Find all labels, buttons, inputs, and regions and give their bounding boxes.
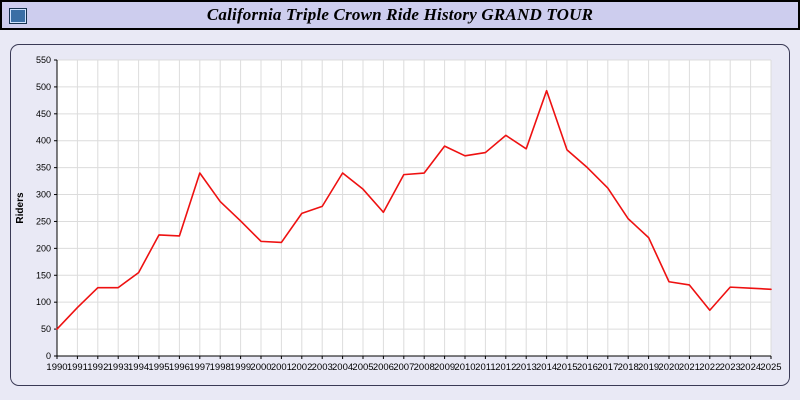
svg-text:2025: 2025 (760, 362, 781, 373)
svg-text:2010: 2010 (454, 362, 475, 373)
svg-text:1995: 1995 (148, 362, 169, 373)
svg-text:0: 0 (46, 351, 51, 361)
svg-text:1999: 1999 (230, 362, 251, 373)
svg-text:2002: 2002 (291, 362, 312, 373)
svg-text:400: 400 (36, 136, 51, 146)
svg-text:2003: 2003 (312, 362, 333, 373)
svg-text:1997: 1997 (189, 362, 210, 373)
svg-text:Riders: Riders (15, 192, 26, 224)
svg-text:200: 200 (36, 243, 51, 253)
svg-text:1998: 1998 (210, 362, 231, 373)
chart-panel: 1990 1991 1992 1993 1994 1995 1996 1997 1998 1999… (10, 44, 790, 386)
svg-text:50: 50 (41, 324, 51, 334)
svg-text:2014: 2014 (536, 362, 557, 373)
svg-text:1993: 1993 (108, 362, 129, 373)
svg-text:450: 450 (36, 109, 51, 119)
svg-text:1994: 1994 (128, 362, 149, 373)
svg-text:2024: 2024 (740, 362, 761, 373)
svg-text:250: 250 (36, 216, 51, 226)
svg-text:2011: 2011 (475, 362, 495, 373)
svg-text:1990: 1990 (46, 362, 67, 373)
app-window-icon (9, 8, 27, 24)
page-title: California Triple Crown Ride History GRA… (206, 5, 594, 24)
svg-text:2018: 2018 (618, 362, 639, 373)
svg-text:2012: 2012 (495, 362, 516, 373)
svg-text:2009: 2009 (434, 362, 455, 373)
svg-text:350: 350 (36, 163, 51, 173)
svg-text:2017: 2017 (597, 362, 618, 373)
svg-text:2005: 2005 (352, 362, 373, 373)
title-bar: California Triple Crown Ride History GRA… (0, 0, 800, 30)
svg-text:2000: 2000 (250, 362, 271, 373)
svg-text:2015: 2015 (556, 362, 577, 373)
svg-text:2006: 2006 (373, 362, 394, 373)
svg-text:550: 550 (36, 55, 51, 65)
svg-text:2004: 2004 (332, 362, 353, 373)
ride-history-line-chart: 1990 1991 1992 1993 1994 1995 1996 1997 1998 1999… (15, 55, 782, 373)
svg-text:150: 150 (36, 270, 51, 280)
svg-text:2022: 2022 (699, 362, 720, 373)
svg-text:2023: 2023 (720, 362, 741, 373)
svg-text:300: 300 (36, 190, 51, 200)
svg-text:2016: 2016 (577, 362, 598, 373)
svg-text:2013: 2013 (516, 362, 537, 373)
svg-text:1991: 1991 (67, 362, 88, 373)
svg-text:1996: 1996 (169, 362, 190, 373)
svg-text:2021: 2021 (679, 362, 700, 373)
svg-text:1992: 1992 (87, 362, 108, 373)
svg-text:2020: 2020 (658, 362, 679, 373)
svg-text:2008: 2008 (414, 362, 435, 373)
svg-text:500: 500 (36, 82, 51, 92)
svg-text:2001: 2001 (271, 362, 292, 373)
svg-text:2019: 2019 (638, 362, 659, 373)
svg-text:2007: 2007 (393, 362, 414, 373)
svg-text:100: 100 (36, 297, 51, 307)
